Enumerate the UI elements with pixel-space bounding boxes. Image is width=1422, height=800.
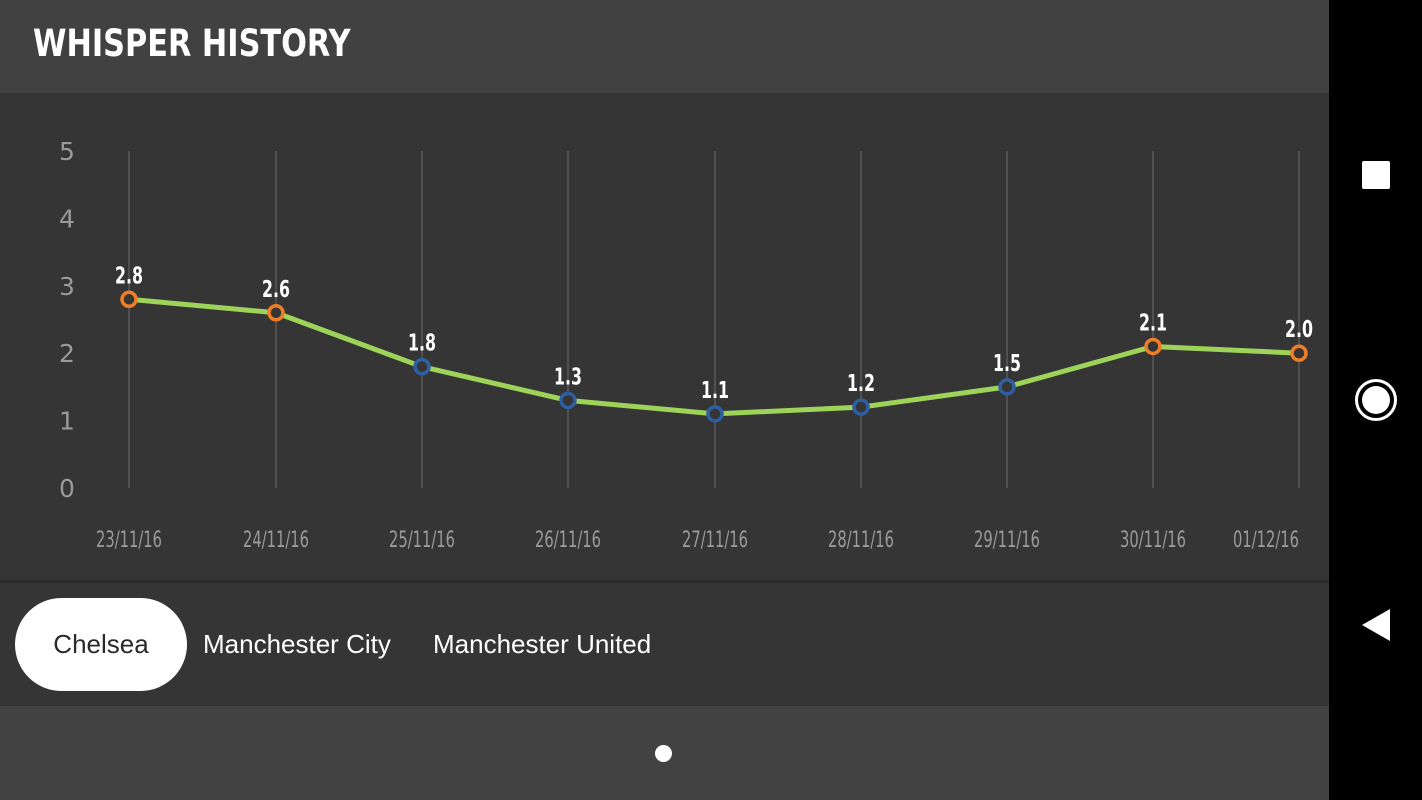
back-button[interactable]	[1329, 580, 1422, 670]
whisper-history-chart: 0 1 2 3 4 5 23/11/16 24/11/16 25/11/16 26/11/16 27…	[0, 93, 1329, 580]
y-tick-label: 4	[59, 204, 75, 233]
x-tick-label: 24/11/16	[243, 528, 309, 553]
team-tabs: Chelsea Manchester City Manchester Unite…	[0, 583, 1329, 706]
x-tick-label: 29/11/16	[974, 528, 1040, 553]
home-icon	[1354, 379, 1397, 421]
data-point	[559, 391, 577, 410]
data-point	[267, 304, 285, 322]
y-tick-label: 5	[59, 137, 75, 166]
data-point	[706, 405, 724, 423]
y-tick-label: 1	[59, 407, 75, 436]
x-tick-label: 23/11/16	[96, 528, 162, 553]
data-label: 2.0	[1285, 317, 1313, 343]
recent-apps-button[interactable]	[1329, 130, 1422, 220]
data-label: 2.6	[262, 277, 290, 303]
data-label: 1.5	[993, 351, 1021, 377]
data-label: 1.1	[701, 378, 729, 404]
tab-chelsea[interactable]: Chelsea	[15, 598, 187, 691]
app-header: WHISPER HISTORY	[0, 0, 1329, 93]
page-indicator-dot	[655, 745, 672, 762]
x-tick-label: 30/11/16	[1120, 528, 1186, 553]
x-tick-label: 26/11/16	[535, 528, 601, 553]
data-point	[120, 290, 138, 309]
data-point	[1144, 337, 1162, 356]
system-nav-bar	[1329, 0, 1422, 800]
data-point	[998, 378, 1016, 396]
home-button[interactable]	[1329, 355, 1422, 445]
data-label: 1.2	[847, 371, 875, 397]
line-chart: 0 1 2 3 4 5 23/11/16 24/11/16 25/11/16 26/11/16 27…	[59, 137, 1313, 553]
x-tick-label: 01/12/16	[1233, 528, 1299, 553]
recent-apps-icon	[1361, 161, 1390, 189]
data-label: 2.8	[115, 263, 143, 289]
y-tick-label: 0	[59, 474, 75, 503]
data-label: 1.3	[554, 364, 582, 390]
data-label: 1.8	[408, 331, 436, 357]
x-tick-label: 28/11/16	[828, 528, 894, 553]
tab-manchester-united[interactable]: Manchester United	[433, 629, 652, 659]
tab-manchester-city[interactable]: Manchester City	[203, 629, 391, 659]
x-tick-label: 25/11/16	[389, 528, 455, 553]
x-tick-label: 27/11/16	[682, 528, 748, 553]
page-title: WHISPER HISTORY	[33, 22, 351, 65]
divider	[0, 580, 1329, 583]
data-label: 2.1	[1139, 310, 1167, 336]
data-point	[1290, 344, 1308, 362]
y-tick-label: 2	[59, 339, 75, 368]
app-screen: WHISPER HISTORY 0 1 2 3 4 5 23/11/16 24/11/16 25…	[0, 0, 1329, 800]
data-point	[413, 357, 431, 376]
y-tick-label: 3	[59, 272, 75, 301]
pager-footer	[0, 706, 1329, 800]
data-point	[852, 398, 870, 416]
back-icon	[1361, 609, 1390, 641]
